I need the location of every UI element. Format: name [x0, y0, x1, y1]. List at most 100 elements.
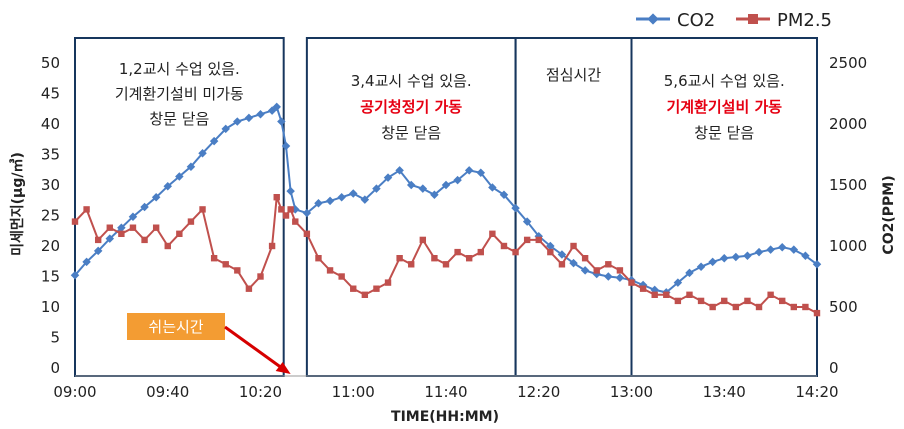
legend-marker — [647, 13, 659, 25]
data-point — [628, 279, 635, 286]
data-point — [372, 184, 381, 193]
data-point — [151, 192, 161, 202]
data-point — [325, 196, 335, 206]
data-point — [82, 257, 91, 267]
data-point — [338, 273, 345, 280]
data-point — [755, 303, 763, 311]
data-point — [396, 255, 403, 262]
data-point — [408, 261, 415, 268]
data-point — [315, 255, 322, 262]
legend-marker — [748, 14, 758, 24]
data-point — [337, 192, 346, 202]
x-tick-label: 11:40 — [424, 383, 467, 401]
data-point — [743, 251, 752, 261]
data-point — [476, 168, 486, 178]
data-point — [465, 255, 473, 262]
data-point — [442, 261, 450, 268]
data-point — [373, 285, 380, 292]
legend-label: PM2.5 — [777, 10, 832, 31]
data-point — [779, 297, 786, 305]
data-point — [709, 303, 716, 311]
y-left-tick-label: 35 — [41, 146, 60, 164]
data-point — [71, 218, 79, 225]
data-point — [418, 184, 428, 193]
data-point — [431, 255, 438, 262]
data-point — [547, 248, 554, 256]
data-point — [499, 190, 509, 200]
data-point — [303, 230, 311, 237]
data-point — [512, 248, 519, 256]
data-point — [383, 173, 393, 182]
period-label: 3,4교시 수업 있음. — [351, 72, 472, 90]
annotation-arrowhead — [275, 362, 291, 374]
data-point — [117, 223, 126, 232]
data-point — [277, 117, 286, 126]
data-point — [453, 175, 462, 185]
data-point — [292, 218, 299, 225]
data-point — [209, 136, 219, 146]
data-point — [616, 267, 624, 274]
data-point — [673, 278, 683, 287]
data-point — [326, 267, 334, 274]
data-point — [489, 230, 496, 237]
x-tick-label: 14:20 — [795, 383, 838, 401]
data-point — [360, 195, 370, 204]
data-point — [674, 297, 682, 305]
data-point — [245, 285, 253, 292]
annotation-arrow — [224, 325, 286, 372]
y-left-tick-label: 25 — [41, 207, 60, 225]
y-left-tick-label: 20 — [41, 237, 60, 255]
y-right-tick-label: 2000 — [829, 115, 867, 133]
data-point — [523, 236, 531, 244]
annotation-box — [127, 313, 225, 340]
data-point — [500, 242, 508, 250]
data-point — [287, 206, 294, 213]
y-right-axis-title: CO2(PPM) — [881, 175, 897, 254]
data-point — [278, 206, 285, 213]
axes: 0510152025303540455005001000150020002500… — [41, 54, 867, 401]
data-point — [651, 291, 658, 298]
data-point — [604, 272, 613, 281]
data-point — [105, 234, 115, 243]
data-point — [70, 271, 80, 280]
data-point — [198, 149, 207, 158]
data-point — [302, 208, 312, 218]
series-layer — [70, 102, 822, 317]
data-point — [128, 212, 138, 221]
data-point — [118, 230, 125, 237]
y-left-tick-label: 45 — [41, 85, 60, 103]
legend-label: CO2 — [677, 10, 715, 31]
data-point — [570, 242, 577, 250]
data-point — [187, 218, 195, 225]
data-point — [256, 109, 265, 119]
data-point — [286, 186, 295, 196]
period-label: 창문 닫음 — [149, 110, 209, 128]
data-point — [395, 166, 404, 175]
y-left-tick-label: 50 — [41, 54, 60, 72]
data-point — [697, 297, 705, 305]
period-label: 창문 닫음 — [694, 124, 754, 142]
y-left-tick-label: 0 — [50, 359, 60, 377]
y-right-tick-label: 1500 — [829, 176, 867, 194]
data-point — [477, 248, 484, 256]
data-point — [419, 236, 427, 244]
data-point — [257, 273, 264, 280]
y-right-tick-label: 500 — [829, 298, 858, 316]
data-point — [569, 258, 578, 268]
data-point — [639, 285, 647, 292]
data-point — [140, 202, 149, 212]
data-point — [558, 261, 566, 268]
period-label: 기계환기설비 미가동 — [115, 85, 244, 103]
x-tick-label: 09:00 — [53, 383, 96, 401]
data-point — [176, 230, 183, 237]
data-point — [163, 181, 172, 191]
data-point — [454, 248, 461, 256]
data-point — [273, 194, 280, 201]
y-left-axis-title: 미세먼지(μg/㎥) — [9, 152, 26, 256]
x-tick-label: 09:40 — [146, 383, 189, 401]
data-point — [129, 224, 137, 231]
data-point — [175, 172, 184, 181]
data-point — [272, 102, 281, 112]
data-point — [802, 303, 809, 311]
data-point — [222, 261, 229, 268]
